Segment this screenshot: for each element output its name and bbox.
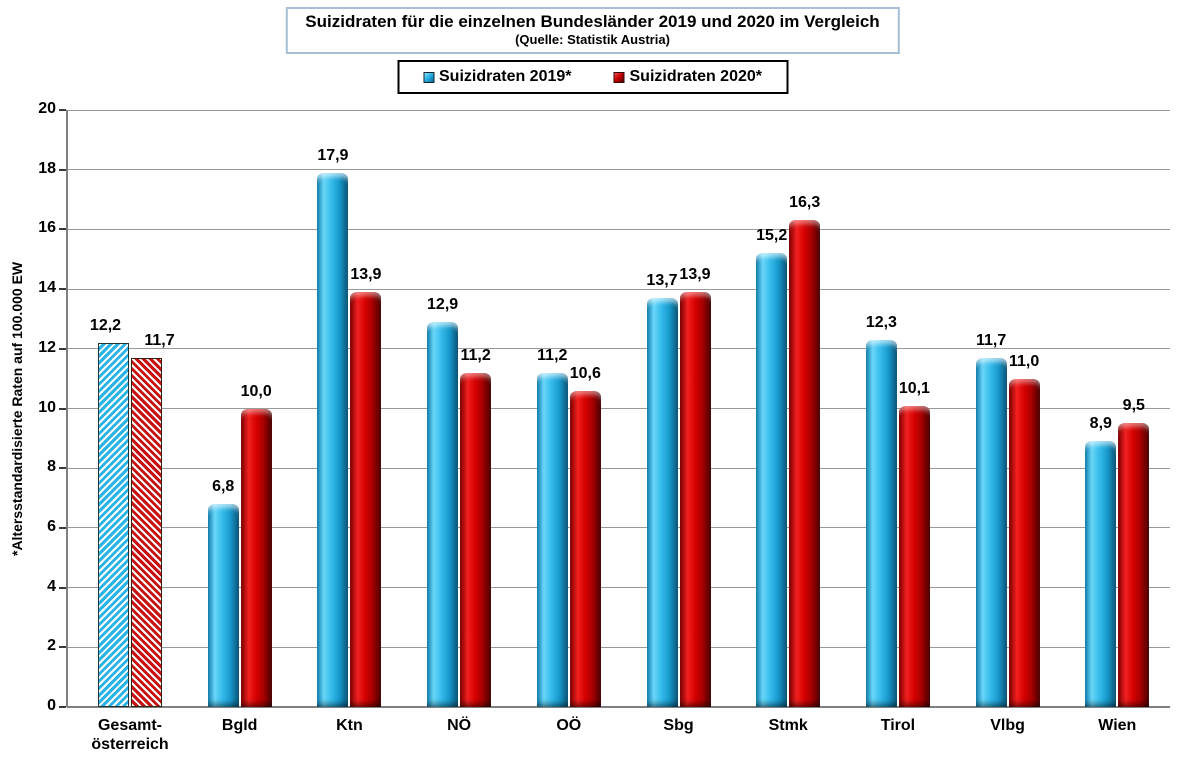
x-axis-label-gesamtsterreich: Gesamt- österreich [91,717,169,754]
y-tick-label-20: 20 [38,100,56,117]
y-tick-6 [59,526,66,529]
x-axis-label-vlbg: Vlbg [990,717,1025,734]
chart-title-box: Suizidraten für die einzelnen Bundesländ… [285,7,900,54]
y-tick-2 [59,646,66,649]
bar-2020-vlbg [1008,378,1040,707]
bar-2019-vlbg [975,357,1007,707]
bar-2019-wien [1085,441,1117,707]
x-axis-label-tirol: Tirol [880,717,916,734]
x-axis-label-sbg: Sbg [663,717,694,734]
bar-2019-tirol [865,339,897,707]
value-label-2020-gesamtsterreich: 11,7 [144,331,175,349]
bar-2020-ktn [350,292,382,707]
gridline-14 [67,288,1170,290]
chart-subtitle: (Quelle: Statistik Austria) [515,32,670,48]
value-label-2020-tirol: 10,1 [898,379,930,397]
value-label-2020-stmk: 16,3 [789,194,821,212]
y-tick-10 [59,407,66,410]
y-tick-0 [59,706,66,708]
y-tick-label-14: 14 [38,279,56,297]
value-label-2020-vlbg: 11,0 [1008,352,1040,370]
gridline-12 [67,348,1170,350]
y-tick-20 [59,109,66,111]
legend-marker-2019-icon [423,71,434,83]
bar-2019-o [536,372,568,707]
value-label-2019-wien: 8,9 [1089,415,1112,433]
x-axis-label-bgld: Bgld [221,717,258,734]
value-label-2020-bgld: 10,0 [240,382,272,400]
y-tick-8 [59,467,66,470]
y-tick-4 [59,586,66,589]
y-tick-label-2: 2 [47,637,56,655]
legend-marker-2020-icon [613,71,625,83]
legend-label-2020: Suizidraten 2020* [629,68,763,85]
gridline-8 [67,467,1170,469]
bar-2019-bgld [207,504,239,707]
y-tick-label-18: 18 [38,159,56,177]
value-label-2019-ktn: 17,9 [317,146,349,164]
value-label-2020-n: 11,2 [460,346,491,364]
bar-2020-stmk [789,220,821,707]
gridline-16 [67,228,1170,230]
value-label-2019-sbg: 13,7 [646,272,678,290]
legend-label-2019: Suizidraten 2019* [439,68,572,85]
bar-2020-tirol [898,405,930,707]
y-tick-label-10: 10 [38,398,56,416]
gridline-4 [67,587,1170,589]
y-tick-14 [59,288,66,291]
x-axis-label-o: OÖ [556,717,582,734]
y-tick-16 [59,228,66,231]
chart-title: Suizidraten für die einzelnen Bundesländ… [305,12,880,31]
gridline-6 [67,527,1170,529]
legend: Suizidraten 2019* Suizidraten 2020* [397,60,788,94]
bar-2020-bgld [240,408,272,707]
bar-2020-o [569,390,601,707]
x-axis-label-n: NÖ [447,717,472,734]
gridline-18 [67,169,1170,171]
bar-2019-ktn [317,172,349,707]
value-label-2019-bgld: 6,8 [212,478,235,496]
legend-item-2020: Suizidraten 2020* [613,68,763,86]
bar-2019-sbg [646,298,678,707]
y-axis-line [66,110,68,707]
bar-2020-n [460,372,492,707]
y-tick-label-0: 0 [47,697,56,714]
value-label-2019-tirol: 12,3 [865,313,897,331]
gridline-20 [67,109,1170,111]
bar-2020-wien [1118,423,1150,707]
y-tick-12 [59,347,66,350]
value-label-2019-gesamtsterreich: 12,2 [89,316,122,334]
gridline-10 [67,408,1170,409]
bar-2019-stmk [756,253,788,707]
x-axis-label-stmk: Stmk [768,717,808,734]
value-label-2020-sbg: 13,9 [679,266,711,284]
x-axis-label-ktn: Ktn [336,717,363,734]
value-label-2019-o: 11,2 [537,346,568,364]
y-tick-label-12: 12 [38,338,56,356]
value-label-2019-vlbg: 11,7 [975,331,1007,349]
x-axis-label-wien: Wien [1098,717,1137,734]
y-tick-label-6: 6 [47,517,56,535]
value-label-2020-o: 10,6 [569,364,601,382]
y-tick-18 [59,168,66,171]
y-tick-label-4: 4 [47,577,56,595]
x-axis-line [67,706,1170,708]
y-tick-label-16: 16 [38,219,56,237]
value-label-2019-n: 12,9 [427,295,459,313]
value-label-2020-ktn: 13,9 [350,266,382,284]
bar-2019-gesamtsterreich [98,342,129,707]
gridline-2 [67,646,1170,648]
value-label-2019-stmk: 15,2 [756,227,788,245]
bar-2020-gesamtsterreich [131,357,162,707]
bar-2019-n [427,321,459,707]
y-tick-label-8: 8 [47,458,56,476]
value-label-2020-wien: 9,5 [1122,397,1145,415]
legend-item-2019: Suizidraten 2019* [423,68,572,86]
bar-2020-sbg [679,292,711,707]
